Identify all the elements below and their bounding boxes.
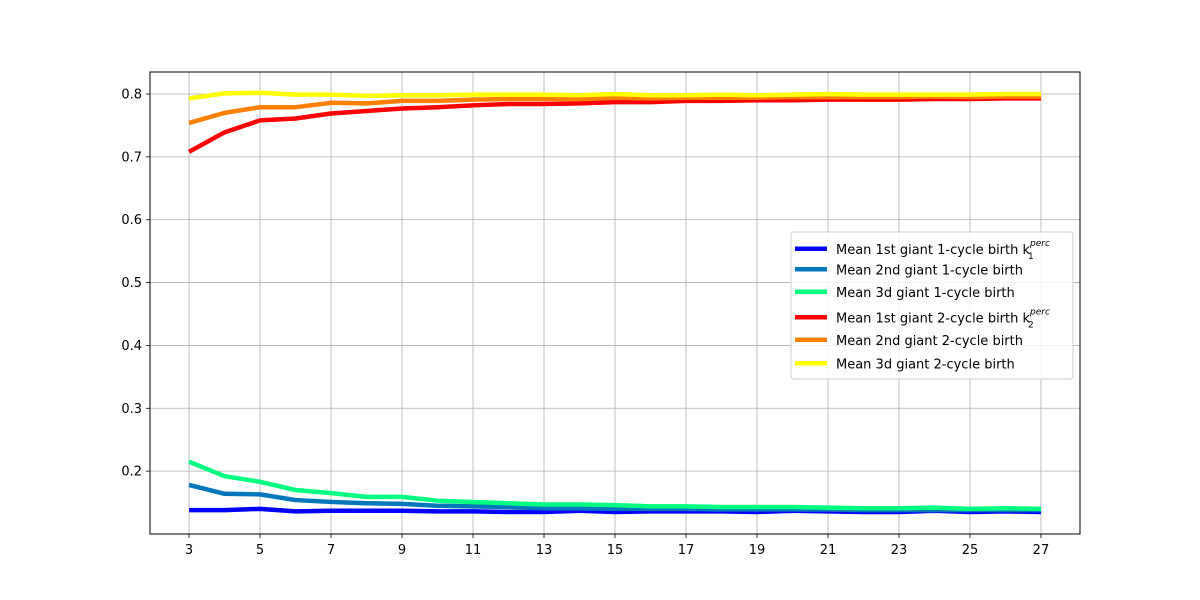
x-tick-label: 25 — [962, 543, 979, 558]
legend-label-text: Mean 1st giant 2-cycle birth k — [836, 311, 1030, 326]
y-tick-label: 0.6 — [121, 213, 142, 228]
axes: 3 5 7 9 11 13 15 17 19 21 23 25 270.20.30.40.50.60.7… — [121, 88, 1049, 559]
legend: Mean 1st giant 1-cycle birth kperc 1Mean … — [790, 231, 1074, 380]
x-tick-label: 17 — [678, 543, 695, 558]
legend-label: Mean 2nd giant 1-cycle birth — [836, 263, 1023, 278]
legend-label: Mean 1st giant 1-cycle birth kperc 1 — [836, 239, 1050, 262]
x-tick-label: 9 — [398, 543, 406, 558]
legend-label-superscript: perc — [1029, 239, 1050, 249]
legend-box — [790, 231, 1074, 380]
series-line-4 — [187, 96, 1041, 154]
x-tick-label: 23 — [891, 543, 908, 558]
y-tick-label: 0.2 — [121, 465, 142, 480]
y-tick-label: 0.5 — [121, 276, 142, 291]
x-tick-label: 11 — [465, 543, 482, 558]
y-tick-label: 0.8 — [121, 88, 142, 103]
legend-label-subscript: 2 — [1028, 320, 1034, 330]
x-tick-label: 5 — [256, 543, 264, 558]
legend-label-text: Mean 2nd giant 2-cycle birth — [836, 334, 1023, 349]
series-lines — [187, 90, 1041, 515]
legend-label: Mean 2nd giant 2-cycle birth — [836, 334, 1023, 349]
legend-label: Mean 1st giant 2-cycle birth kperc 2 — [836, 307, 1050, 330]
series-line-5 — [188, 94, 1041, 126]
legend-label: Mean 3d giant 2-cycle birth — [836, 357, 1015, 372]
x-tick-label: 3 — [185, 543, 193, 558]
legend-label-text: Mean 1st giant 1-cycle birth k — [836, 243, 1030, 258]
x-tick-label: 27 — [1033, 543, 1050, 558]
y-tick-label: 0.4 — [121, 339, 142, 354]
legend-label-text: Mean 3d giant 1-cycle birth — [836, 286, 1015, 301]
x-tick-label: 19 — [749, 543, 766, 558]
y-tick-label: 0.7 — [121, 150, 142, 165]
legend-label-subscript: 1 — [1028, 252, 1034, 262]
x-tick-label: 7 — [327, 543, 335, 558]
legend-label-text: Mean 2nd giant 1-cycle birth — [836, 263, 1023, 278]
x-tick-label: 21 — [820, 543, 837, 558]
y-tick-label: 0.3 — [121, 402, 142, 417]
series-line-6 — [188, 90, 1041, 101]
legend-label-superscript: perc — [1029, 307, 1050, 317]
x-tick-label: 15 — [607, 543, 624, 558]
legend-label-text: Mean 3d giant 2-cycle birth — [836, 357, 1015, 372]
x-tick-label: 13 — [536, 543, 553, 558]
legend-label: Mean 3d giant 1-cycle birth — [836, 286, 1015, 301]
series-line-3 — [188, 459, 1041, 512]
